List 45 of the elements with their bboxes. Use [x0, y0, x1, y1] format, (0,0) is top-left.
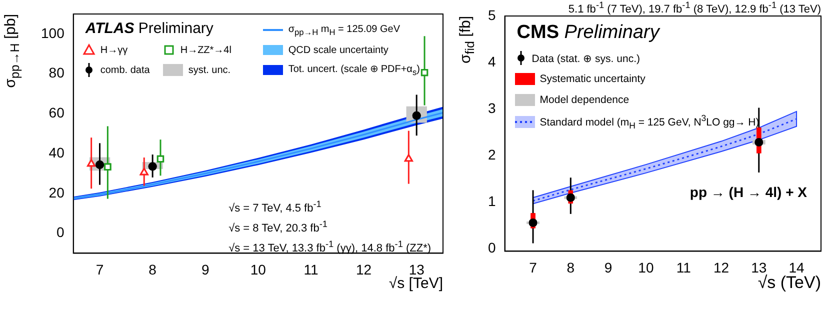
- legend-label: Data (stat. ⊕ sys. unc.): [532, 52, 640, 64]
- x-tick-label: 7: [529, 259, 538, 276]
- annotation: pp → (H → 4l) + X: [690, 184, 807, 200]
- y-tick-label: 60: [48, 104, 65, 121]
- x-tick-label: 9: [201, 261, 210, 278]
- x-tick-label: 13: [751, 259, 767, 276]
- x-tick-label: 11: [676, 259, 692, 276]
- y-tick-label: 0: [488, 240, 496, 256]
- y-tick-label: 40: [48, 144, 65, 160]
- legend-label: Systematic uncertainty: [540, 73, 646, 85]
- legend-label: comb. data: [100, 64, 150, 76]
- y-tick-label: 1: [488, 193, 496, 210]
- x-tick-label: 7: [96, 261, 104, 278]
- x-tick-label: 12: [356, 261, 372, 278]
- annotation: √s = 8 TeV, 20.3 fb$^{-1}$: [228, 218, 328, 236]
- y-tick-label: 5: [488, 6, 496, 23]
- chart-title: CMS Preliminary: [516, 22, 660, 43]
- y-tick-label: 20: [48, 184, 65, 200]
- x-tick-label: 12: [713, 259, 730, 276]
- legend-label: Model dependence: [540, 94, 630, 106]
- y-tick-label: 0: [56, 224, 65, 240]
- x-tick-label: 8: [566, 259, 575, 276]
- x-axis-title: √s [TeV]: [388, 275, 443, 292]
- x-tick-label: 10: [638, 259, 654, 276]
- chart-subtitle: 5.1 fb$^{-1}$ (7 TeV), 19.7 fb$^{-1}$ (8 TeV), 12.9 fb$^{-1}$ (13 TeV): [568, 0, 821, 16]
- x-tick-label: 8: [148, 261, 157, 278]
- y-tick-label: 3: [488, 100, 496, 116]
- chart-title: ATLAS Preliminary: [85, 20, 214, 37]
- legend-label: σ$_{pp→H}$ m$_{H}$ = 125.09 GeV: [288, 24, 400, 36]
- y-tick-label: 4: [488, 53, 496, 70]
- x-tick-label: 13: [408, 261, 425, 278]
- y-tick-label: 100: [41, 24, 65, 41]
- legend-label: H→γγ: [100, 44, 128, 56]
- x-tick-label: 10: [250, 261, 266, 278]
- x-tick-label: 14: [788, 259, 805, 276]
- annotation: √s = 7 TeV, 4.5 fb$^{-1}$: [228, 198, 322, 217]
- legend-label: QCD scale uncertainty: [288, 44, 388, 56]
- x-tick-label: 11: [304, 261, 318, 278]
- y-tick-label: 2: [488, 146, 496, 163]
- legend-label: Tot. uncert. (scale ⊕ PDF+α$_{s}$): [288, 63, 420, 77]
- y-tick-label: 80: [48, 64, 65, 81]
- legend-label: H→ZZ*→4l: [180, 44, 232, 56]
- legend-label: syst. unc.: [188, 64, 231, 76]
- x-axis-title: √s (TeV): [758, 273, 821, 294]
- x-tick-label: 9: [604, 259, 612, 276]
